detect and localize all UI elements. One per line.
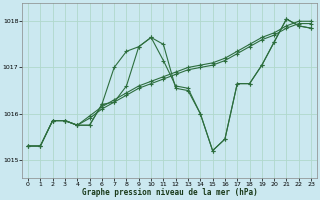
X-axis label: Graphe pression niveau de la mer (hPa): Graphe pression niveau de la mer (hPa) xyxy=(82,188,257,197)
